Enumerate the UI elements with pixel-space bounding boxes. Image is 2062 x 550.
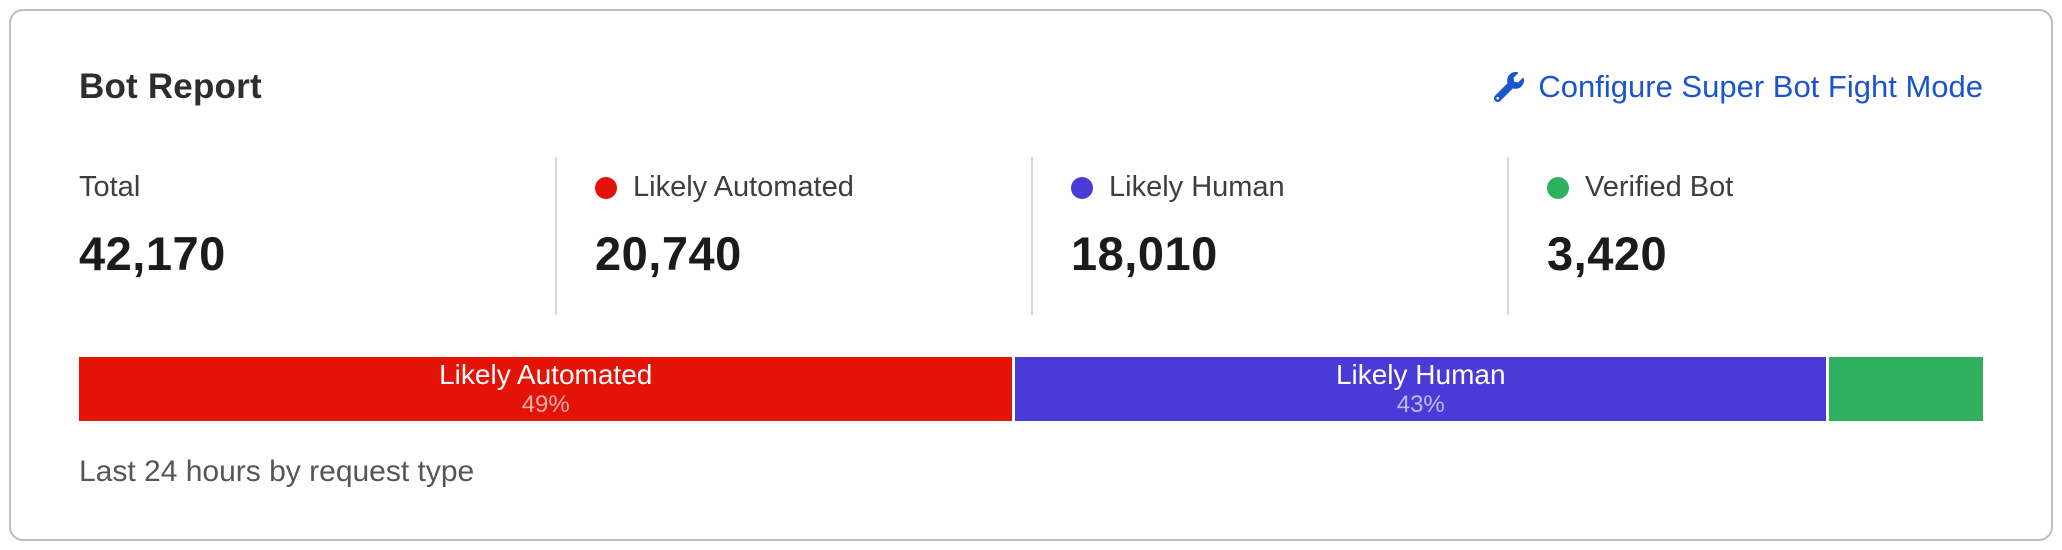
bar-segment-likely-human-percent: 43% bbox=[1396, 391, 1445, 419]
likely-human-dot-icon bbox=[1071, 176, 1093, 199]
stat-total-label-row: Total bbox=[79, 171, 555, 204]
stat-verified-bot-label-row: Verified Bot bbox=[1547, 171, 1983, 204]
bar-segment-verified-bot bbox=[1829, 357, 1983, 421]
configure-link-label: Configure Super Bot Fight Mode bbox=[1538, 69, 1983, 104]
bar-segment-likely-human: Likely Human 43% bbox=[1015, 357, 1827, 421]
stat-verified-bot-value: 3,420 bbox=[1547, 227, 1668, 280]
bar-segment-likely-human-label: Likely Human bbox=[1335, 359, 1506, 391]
bar-segment-likely-automated-percent: 49% bbox=[521, 391, 570, 419]
stat-likely-automated-label-row: Likely Automated bbox=[595, 171, 1031, 204]
stat-likely-human-label: Likely Human bbox=[1109, 171, 1285, 203]
stat-total: Total 42,170 bbox=[79, 157, 555, 315]
card-title: Bot Report bbox=[79, 67, 262, 106]
wrench-icon bbox=[1494, 72, 1525, 102]
bot-report-card: Bot Report Configure Super Bot Fight Mod… bbox=[9, 9, 2053, 541]
stats-row: Total 42,170 Likely Automated 20,740 Lik… bbox=[79, 157, 1983, 315]
request-type-stacked-bar: Likely Automated 49% Likely Human 43% bbox=[79, 357, 1983, 421]
stat-verified-bot-label: Verified Bot bbox=[1585, 171, 1734, 203]
stat-verified-bot: Verified Bot 3,420 bbox=[1507, 157, 1983, 315]
stat-likely-automated-value: 20,740 bbox=[595, 227, 742, 280]
stat-likely-human-label-row: Likely Human bbox=[1071, 171, 1507, 204]
bar-segment-likely-automated: Likely Automated 49% bbox=[79, 357, 1013, 421]
stat-likely-human-value: 18,010 bbox=[1071, 227, 1218, 280]
stat-likely-human: Likely Human 18,010 bbox=[1031, 157, 1507, 315]
stat-total-label: Total bbox=[79, 171, 141, 203]
stat-likely-automated-label: Likely Automated bbox=[633, 171, 854, 203]
configure-super-bot-fight-mode-link[interactable]: Configure Super Bot Fight Mode bbox=[1494, 69, 1983, 105]
stat-likely-automated: Likely Automated 20,740 bbox=[555, 157, 1031, 315]
chart-caption: Last 24 hours by request type bbox=[79, 455, 475, 488]
card-header: Bot Report Configure Super Bot Fight Mod… bbox=[79, 67, 1983, 107]
verified-bot-dot-icon bbox=[1547, 176, 1569, 199]
bar-segment-likely-automated-label: Likely Automated bbox=[439, 359, 653, 391]
stat-total-value: 42,170 bbox=[79, 227, 226, 280]
likely-automated-dot-icon bbox=[595, 176, 617, 199]
